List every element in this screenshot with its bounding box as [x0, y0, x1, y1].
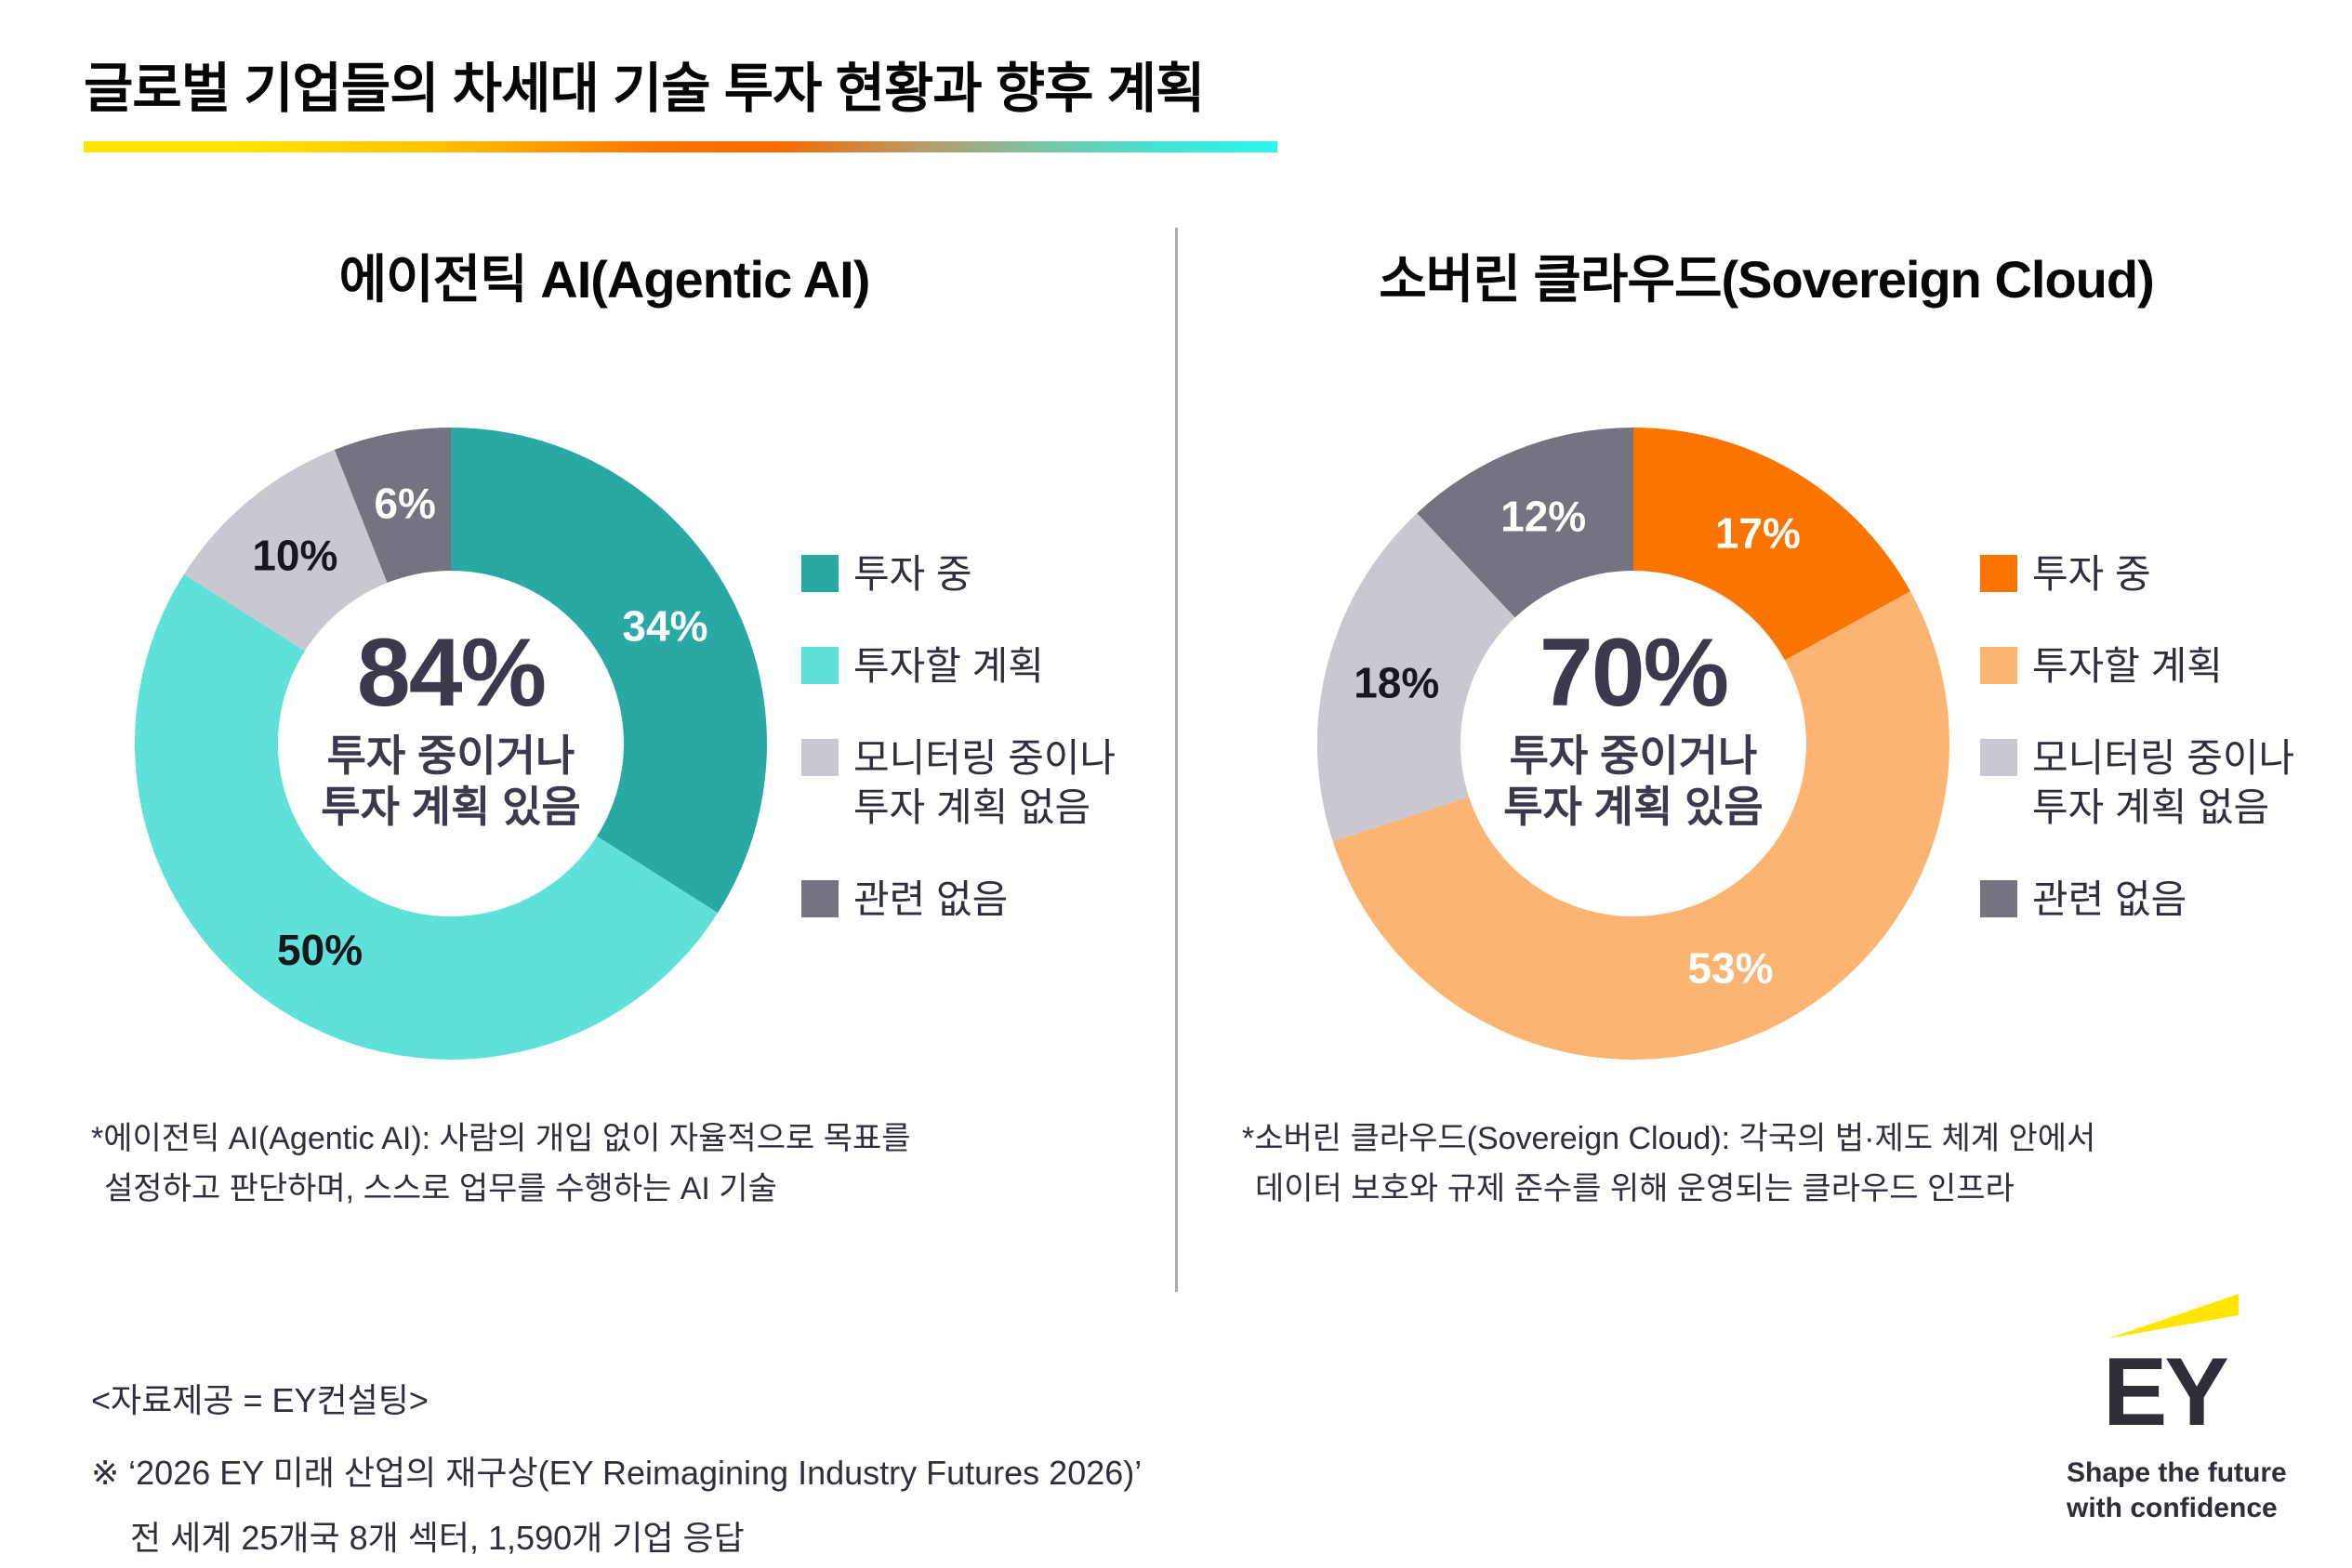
legend-label: 투자 중	[2032, 552, 2151, 596]
legend-label: 투자할 계획	[853, 643, 1044, 688]
segment-value-label: 50%	[277, 926, 363, 974]
segment-value-label: 10%	[252, 531, 337, 579]
footnote-line1: *소버린 클라우드(Sovereign Cloud): 각국의 법·제도 체계 …	[1242, 1121, 2096, 1156]
ey-tagline: Shape the future with confidence	[2067, 1456, 2287, 1525]
panel-divider	[1175, 228, 1178, 1292]
legend-label: 모니터링 중이나 투자 계획 없음	[853, 735, 1117, 829]
segment-value-label: 6%	[374, 480, 435, 528]
ey-tagline-line1: Shape the future	[2067, 1457, 2287, 1488]
chart-title-sovereign-cloud: 소버린 클라우드(Sovereign Cloud)	[1379, 250, 2154, 309]
legend-item: 모니터링 중이나 투자 계획 없음	[801, 734, 1116, 833]
legend-label: 모니터링 중이나 투자 계획 없음	[2032, 735, 2295, 829]
legend-swatch	[1980, 555, 2017, 592]
legend-item: 투자 중	[1980, 550, 2294, 600]
footnote-line2: 데이터 보호와 규제 준수를 위해 운영되는 클라우드 인프라	[1255, 1171, 2015, 1207]
legend-item: 투자할 계획	[801, 642, 1116, 692]
legend-swatch	[801, 646, 839, 684]
ey-tagline-line2: with confidence	[2067, 1492, 2278, 1523]
legend-label: 관련 없음	[2032, 876, 2187, 921]
donut-segment-1	[135, 573, 719, 1060]
legend-swatch	[801, 879, 839, 917]
legend-swatch	[1980, 738, 2017, 776]
legend-label: 투자할 계획	[2032, 643, 2223, 688]
legend-label: 관련 없음	[853, 876, 1009, 921]
source-sample: 전 세계 25개국 8개 섹터, 1,590개 기업 응답	[130, 1519, 745, 1557]
donut-segment-2	[183, 449, 388, 652]
page-title: 글로벌 기업들의 차세대 기술 투자 현황과 향후 계획	[84, 59, 1205, 119]
segment-value-label: 18%	[1354, 659, 1439, 707]
source-provider: <자료제공 = EY컨설팅>	[91, 1381, 429, 1419]
footnote-sovereign-cloud: *소버린 클라우드(Sovereign Cloud): 각국의 법·제도 체계 …	[1242, 1113, 2095, 1215]
segment-value-label: 17%	[1715, 509, 1801, 558]
ey-wordmark: EY	[2103, 1338, 2229, 1446]
donut-segment-0	[451, 428, 767, 914]
footnote-line1: *에이전틱 AI(Agentic AI): 사람의 개입 없이 자율적으로 목표…	[91, 1121, 911, 1156]
legend-item: 투자 중	[801, 550, 1116, 600]
legend-label: 투자 중	[853, 552, 972, 596]
donut-segment-0	[1633, 428, 1910, 661]
donut-chart-agentic-ai: 34% 50% 10% 6%	[135, 428, 767, 1060]
donut-segment-2	[1317, 513, 1515, 842]
legend-swatch	[801, 738, 839, 776]
donut-chart-sovereign-cloud: 17% 53% 18% 12%	[1317, 428, 1949, 1060]
legend-item: 모니터링 중이나 투자 계획 없음	[1980, 734, 2294, 833]
donut-segment-3	[1417, 428, 1633, 618]
segment-value-label: 34%	[622, 601, 707, 650]
ey-beam-icon	[2108, 1294, 2239, 1338]
title-underline-gradient	[84, 141, 1277, 152]
legend-item: 관련 없음	[801, 876, 1116, 925]
legend-item: 관련 없음	[1980, 876, 2294, 925]
footnote-agentic-ai: *에이전틱 AI(Agentic AI): 사람의 개입 없이 자율적으로 목표…	[91, 1113, 911, 1215]
legend-item: 투자할 계획	[1980, 642, 2294, 692]
chart-title-agentic-ai: 에이전틱 AI(Agentic AI)	[338, 250, 871, 309]
ey-logo: EY Shape the future with confidence	[2064, 1294, 2287, 1525]
legend-swatch	[801, 555, 839, 592]
legend-swatch	[1980, 646, 2017, 684]
footnote-line2: 설정하고 판단하며, 스스로 업무를 수행하는 AI 기술	[104, 1171, 777, 1207]
segment-value-label: 12%	[1500, 492, 1586, 540]
source-block: <자료제공 = EY컨설팅> ※ ‘2026 EY 미래 산업의 재구상(EY …	[91, 1374, 1142, 1560]
segment-value-label: 53%	[1687, 943, 1773, 992]
donut-segment-1	[1332, 591, 1949, 1060]
legend-swatch	[1980, 879, 2017, 917]
source-survey: ※ ‘2026 EY 미래 산업의 재구상(EY Reimagining Ind…	[91, 1454, 1143, 1492]
donut-segment-3	[334, 428, 451, 584]
